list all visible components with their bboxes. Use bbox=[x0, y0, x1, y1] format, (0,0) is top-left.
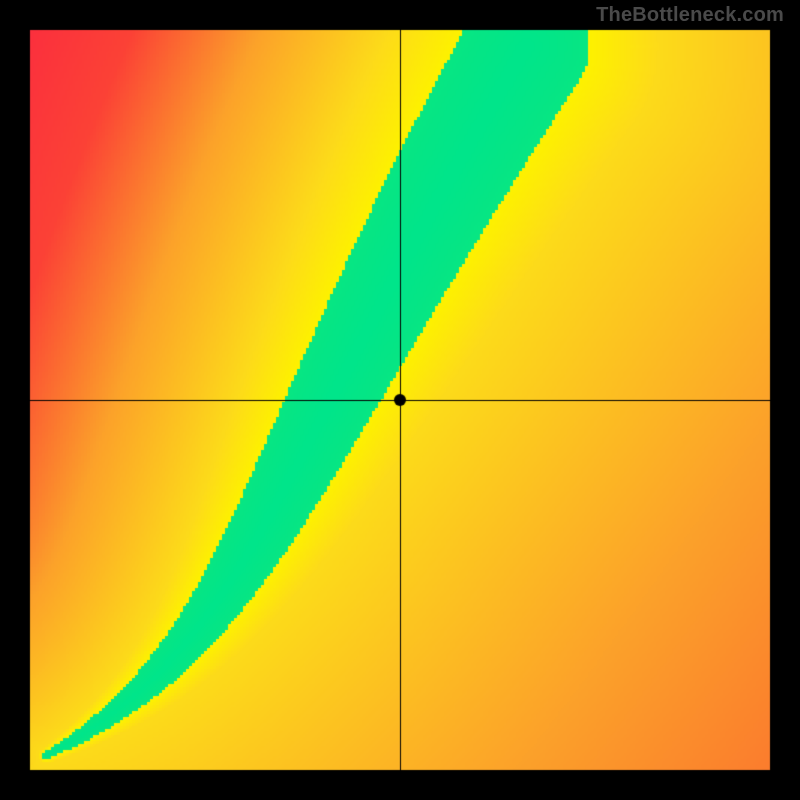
bottleneck-heatmap bbox=[0, 0, 800, 800]
watermark-text: TheBottleneck.com bbox=[596, 4, 784, 27]
chart-container: TheBottleneck.com bbox=[0, 0, 800, 800]
